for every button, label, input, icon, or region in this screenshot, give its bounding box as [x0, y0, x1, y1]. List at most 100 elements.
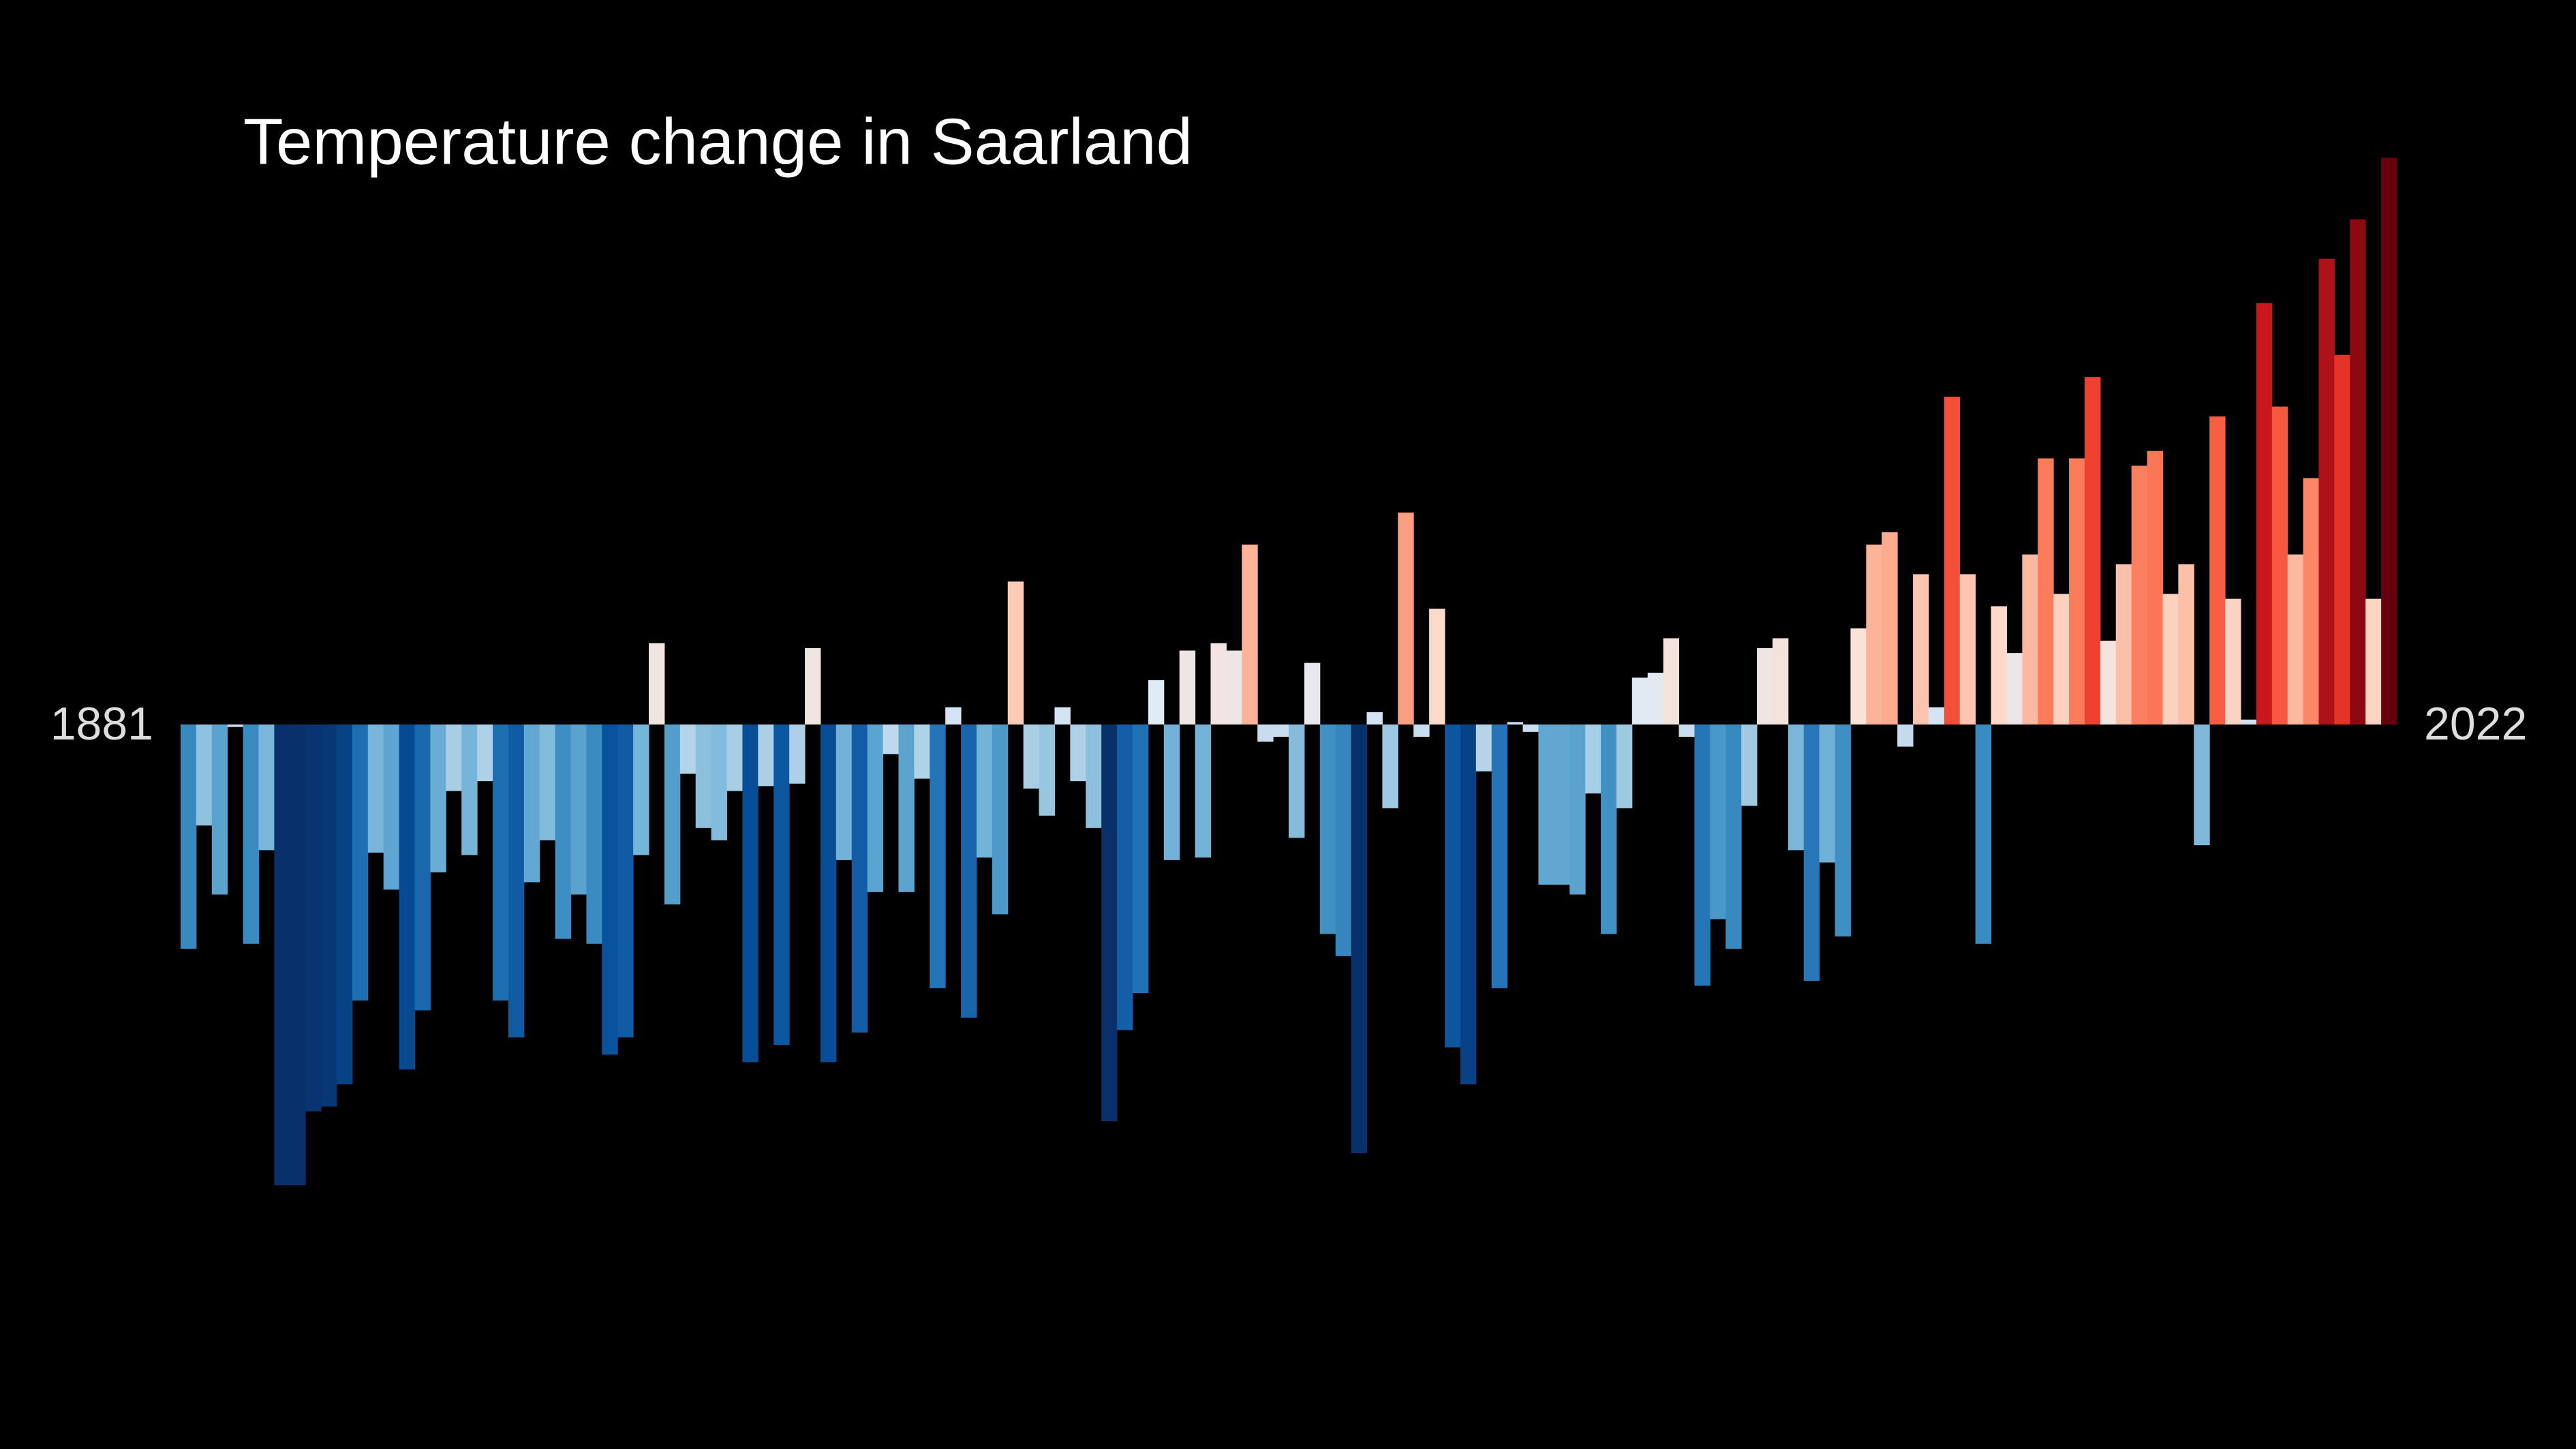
bar [1944, 397, 1961, 724]
bar [1803, 724, 1820, 981]
bar [493, 724, 509, 1001]
bar [414, 724, 431, 1011]
bar [883, 724, 899, 754]
bar [337, 724, 353, 1084]
bar [1850, 628, 1867, 724]
bar [321, 724, 337, 1107]
bar [2240, 719, 2257, 724]
bar [1882, 532, 1898, 724]
bar [2084, 377, 2101, 724]
bar [1242, 545, 1258, 724]
bar [664, 724, 681, 904]
bar [539, 724, 556, 840]
bar [2022, 554, 2038, 724]
bar [1726, 724, 1742, 949]
bar [1023, 724, 1040, 789]
bar [1226, 650, 1242, 724]
bar [992, 724, 1009, 915]
bar [789, 724, 806, 784]
bar [211, 724, 228, 895]
bar [2100, 641, 2117, 724]
bar [2271, 406, 2288, 724]
bar [446, 724, 462, 791]
bar [1351, 724, 1368, 1154]
bar [586, 724, 602, 944]
bar [399, 724, 416, 1070]
bar [274, 724, 290, 1186]
bar [1273, 724, 1289, 737]
bar [1179, 650, 1196, 724]
bar [695, 724, 712, 828]
bar [805, 647, 821, 724]
bar [1257, 724, 1274, 742]
bar [1991, 606, 2007, 724]
bar [1522, 724, 1539, 732]
bar [2162, 594, 2179, 724]
bar [508, 724, 525, 1038]
bar [1554, 724, 1570, 885]
bar [1460, 724, 1477, 1084]
bar [2209, 416, 2226, 724]
bar [2115, 564, 2132, 724]
bar [1366, 712, 1383, 724]
bar [2194, 724, 2210, 846]
bar [305, 724, 322, 1112]
bar [477, 724, 493, 782]
bar [1070, 724, 1086, 782]
bar [243, 724, 260, 944]
bar [898, 724, 915, 892]
bar [1507, 722, 1524, 724]
bar [2365, 598, 2382, 724]
bar [1710, 724, 1726, 919]
bar [383, 724, 400, 890]
bar [1210, 643, 1227, 724]
bar [1007, 581, 1024, 724]
bar [1601, 724, 1617, 934]
bar [196, 724, 213, 826]
bar [679, 724, 696, 774]
bar [1569, 724, 1586, 895]
bar [976, 724, 993, 858]
bar [1335, 724, 1352, 956]
bar [2350, 219, 2366, 725]
bar [1195, 724, 1211, 858]
bar [1445, 724, 1461, 1048]
bar [290, 724, 306, 1186]
bar [1304, 662, 1321, 724]
bar [711, 724, 728, 840]
bar [1678, 724, 1695, 737]
bar [726, 724, 743, 791]
bar [2006, 653, 2023, 724]
bar [1647, 673, 1664, 724]
bar [555, 724, 572, 939]
bar [1132, 724, 1149, 994]
bar [1382, 724, 1398, 808]
chart-title: Temperature change in Saarland [243, 105, 1193, 178]
bar [1631, 677, 1649, 724]
bar [1835, 724, 1851, 936]
bar [1772, 638, 1789, 724]
bar [1616, 724, 1633, 808]
bar [2225, 598, 2241, 724]
bar [1289, 724, 1305, 838]
bar [742, 724, 758, 1063]
bar [2287, 554, 2304, 724]
bar [2131, 466, 2148, 724]
bar [352, 724, 369, 1001]
bar [523, 724, 540, 883]
bar [1788, 724, 1805, 851]
bar [1928, 707, 1945, 724]
bar [2147, 451, 2163, 724]
bar [1491, 724, 1508, 988]
bar [773, 724, 790, 1046]
bar [1819, 724, 1836, 863]
bar [2303, 478, 2319, 724]
bar [181, 724, 197, 949]
bar [570, 724, 587, 895]
bar [1897, 724, 1914, 747]
bar [2256, 303, 2273, 724]
bar [2053, 594, 2070, 724]
bar [1086, 724, 1102, 828]
bar [430, 724, 446, 872]
bar [945, 707, 962, 724]
